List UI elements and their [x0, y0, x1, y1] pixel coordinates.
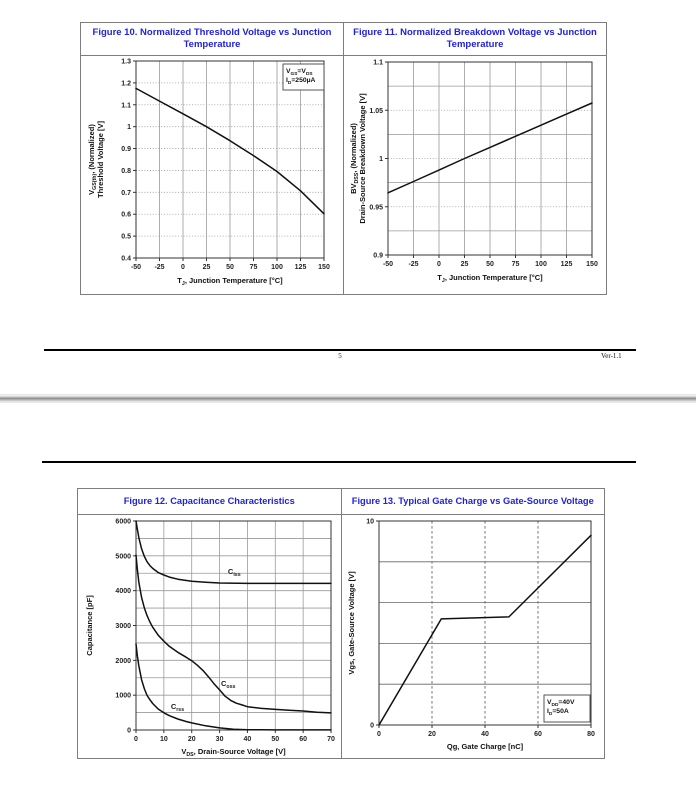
svg-text:0: 0 [134, 736, 138, 743]
svg-text:0.6: 0.6 [121, 212, 131, 219]
svg-text:0.95: 0.95 [369, 204, 383, 211]
svg-text:1.05: 1.05 [369, 108, 383, 115]
svg-text:Threshold Voltage [V]: Threshold Voltage [V] [96, 121, 105, 198]
figure-12-title: Figure 12. Capacitance Characteristics [78, 489, 341, 515]
svg-text:50: 50 [486, 261, 494, 268]
svg-text:100: 100 [535, 261, 547, 268]
figure-11-chart: -50 -25 0 25 50 75 100 125 150 0.9 0.95 1 1.05 1.1 TJ,… [349, 60, 598, 285]
svg-text:Ciss: Ciss [228, 567, 241, 578]
svg-text:20: 20 [188, 736, 196, 743]
svg-text:20: 20 [428, 731, 436, 738]
svg-text:80: 80 [587, 731, 595, 738]
version-label: Ver-1.1 [601, 352, 622, 360]
svg-text:50: 50 [271, 736, 279, 743]
svg-text:100: 100 [271, 264, 283, 271]
svg-text:2000: 2000 [115, 658, 131, 665]
svg-text:1.1: 1.1 [373, 60, 383, 67]
svg-text:0.9: 0.9 [121, 146, 131, 153]
svg-text:50: 50 [226, 264, 234, 271]
svg-text:0.9: 0.9 [373, 253, 383, 260]
svg-text:0.7: 0.7 [121, 190, 131, 197]
svg-text:VDS, Drain-Source Voltage [V]: VDS, Drain-Source Voltage [V] [181, 747, 286, 758]
svg-text:5000: 5000 [115, 553, 131, 560]
svg-text:-25: -25 [154, 264, 164, 271]
figure-13-title: Figure 13. Typical Gate Charge vs Gate-S… [341, 489, 604, 515]
svg-text:VDD=40V: VDD=40V [547, 699, 575, 708]
svg-text:TJ, Junction Temperature [°C]: TJ, Junction Temperature [°C] [437, 273, 543, 284]
svg-text:Vgs, Gate-Source Voltage [V]: Vgs, Gate-Source Voltage [V] [347, 571, 356, 675]
svg-text:Coss: Coss [221, 679, 236, 690]
svg-text:BVDSS, (Normalized): BVDSS, (Normalized) [349, 123, 360, 194]
svg-text:0.4: 0.4 [121, 256, 131, 263]
svg-text:0.8: 0.8 [121, 168, 131, 175]
svg-text:VGS=VDS: VGS=VDS [286, 68, 313, 77]
figure-12-chart: 0 10 20 30 40 50 60 70 0 1000 2000 3000 4000 5000 6000… [85, 519, 335, 759]
svg-text:125: 125 [295, 264, 307, 271]
svg-text:1000: 1000 [115, 693, 131, 700]
svg-text:150: 150 [586, 261, 598, 268]
svg-text:1.1: 1.1 [121, 102, 131, 109]
svg-text:60: 60 [299, 736, 307, 743]
figure-10-cell: Figure 10. Normalized Threshold Voltage … [81, 23, 343, 294]
svg-text:Crss: Crss [171, 702, 184, 713]
svg-text:TJ, Junction Temperature [°C]: TJ, Junction Temperature [°C] [177, 276, 283, 287]
svg-text:75: 75 [512, 261, 520, 268]
page1-figure-table: Figure 10. Normalized Threshold Voltage … [80, 22, 607, 295]
svg-text:-25: -25 [408, 261, 418, 268]
svg-text:40: 40 [481, 731, 489, 738]
svg-text:0: 0 [370, 723, 374, 730]
svg-text:ID=50A: ID=50A [547, 708, 569, 717]
svg-text:1.2: 1.2 [121, 80, 131, 87]
figure-10-title: Figure 10. Normalized Threshold Voltage … [81, 23, 343, 56]
svg-text:1.3: 1.3 [121, 59, 131, 66]
svg-text:10: 10 [366, 519, 374, 526]
svg-text:10: 10 [160, 736, 168, 743]
figure-11-chart-area: -50 -25 0 25 50 75 100 125 150 0.9 0.95 1 1.05 1.1 TJ,… [344, 56, 606, 294]
svg-text:3000: 3000 [115, 623, 131, 630]
svg-text:6000: 6000 [115, 519, 131, 526]
svg-text:-50: -50 [131, 264, 141, 271]
svg-text:0: 0 [181, 264, 185, 271]
figure-11-title: Figure 11. Normalized Breakdown Voltage … [344, 23, 606, 56]
figure-10-chart: -50 -25 0 25 50 75 100 125 150 0.4 0.5 0.6 0.7 0.8 0.9… [87, 59, 330, 288]
svg-text:150: 150 [318, 264, 330, 271]
svg-text:Drain-Source Breakdown Voltage: Drain-Source Breakdown Voltage [V] [358, 93, 367, 224]
svg-text:30: 30 [216, 736, 224, 743]
figure-13-cell: Figure 13. Typical Gate Charge vs Gate-S… [340, 489, 605, 758]
svg-text:ID=250µA: ID=250µA [286, 77, 316, 86]
page-separator [0, 394, 696, 403]
page-number: 5 [338, 352, 342, 360]
figure-13-chart-area: 0 20 40 60 80 0 10 Qg, Gate Charge [nC] Vgs, Gat… [342, 515, 605, 758]
page1-footer-rule [44, 349, 636, 351]
svg-text:25: 25 [203, 264, 211, 271]
figure-11-cell: Figure 11. Normalized Breakdown Voltage … [343, 23, 606, 294]
svg-text:75: 75 [250, 264, 258, 271]
svg-text:0: 0 [127, 728, 131, 735]
svg-text:4000: 4000 [115, 588, 131, 595]
figure-13-chart: 0 20 40 60 80 0 10 Qg, Gate Charge [nC] Vgs, Gat… [347, 519, 595, 752]
svg-text:25: 25 [461, 261, 469, 268]
svg-text:1: 1 [127, 124, 131, 131]
svg-text:VGS(th), (Normalized): VGS(th), (Normalized) [87, 124, 98, 195]
svg-text:70: 70 [327, 736, 335, 743]
svg-text:1: 1 [379, 156, 383, 163]
svg-text:Qg, Gate Charge [nC]: Qg, Gate Charge [nC] [446, 742, 523, 751]
svg-text:Capacitance [pF]: Capacitance [pF] [85, 595, 94, 656]
svg-text:60: 60 [534, 731, 542, 738]
page2-header-rule [42, 461, 636, 463]
figure-12-chart-area: 0 10 20 30 40 50 60 70 0 1000 2000 3000 4000 5000 6000… [78, 515, 341, 759]
figure-12-cell: Figure 12. Capacitance Characteristics 0… [78, 489, 341, 758]
svg-text:0: 0 [377, 731, 381, 738]
page2-figure-table: Figure 12. Capacitance Characteristics 0… [77, 488, 605, 759]
svg-text:-50: -50 [383, 261, 393, 268]
svg-text:0: 0 [437, 261, 441, 268]
svg-text:0.5: 0.5 [121, 234, 131, 241]
svg-text:125: 125 [561, 261, 573, 268]
figure-10-chart-area: -50 -25 0 25 50 75 100 125 150 0.4 0.5 0.6 0.7 0.8 0.9… [81, 56, 343, 294]
svg-text:40: 40 [244, 736, 252, 743]
